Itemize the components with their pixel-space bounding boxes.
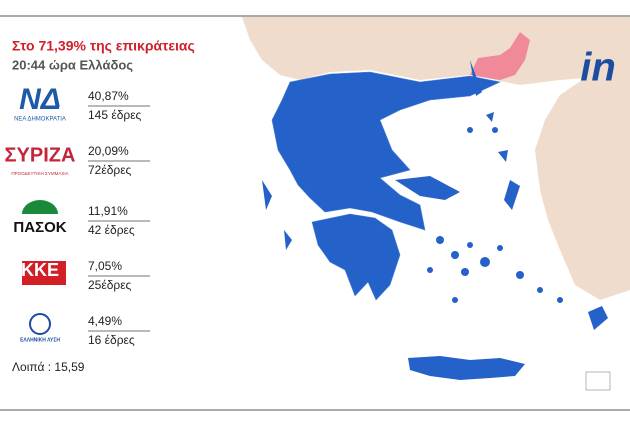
party-logo-sub: ΠΡΟΟΔΕΥΤΙΚΗ ΣΥΜΜΑΧΙΑ (11, 171, 68, 176)
party-percent: 4,49% (88, 314, 122, 328)
map: in (242, 17, 630, 391)
party-logo: ΕΛΛΗΝΙΚΗ ΛΥΣΗ (20, 337, 60, 343)
inset-box (585, 371, 611, 391)
mainland (271, 71, 501, 231)
party-logo-sub: ΝΕΑ ΔΗΜΟΚΡΑΤΙΑ (14, 117, 66, 123)
crete (408, 356, 525, 380)
party-percent: 7,05% (88, 259, 122, 273)
small-islands (427, 127, 563, 303)
party-logo: ΣΥΡΙΖΑ (5, 144, 76, 166)
party-percent: 20,09% (88, 144, 129, 158)
land (242, 17, 630, 300)
logo-sun (22, 200, 58, 214)
logo-emblem (29, 313, 51, 335)
party-seats: 25έδρες (88, 278, 132, 292)
party-logo: ΠΑΣΟΚ (13, 219, 66, 236)
party-percent: 11,91% (88, 204, 128, 218)
region-highlight (470, 32, 530, 80)
brand-logo: in (580, 46, 616, 90)
party-logo: ΚΚΕ (21, 260, 59, 280)
subtitle: 20:44 ώρα Ελλάδος (12, 57, 133, 72)
party-logo: ΝΔ (19, 83, 61, 116)
party-seats: 72έδρες (88, 163, 132, 177)
party-percent: 40,87% (88, 89, 129, 103)
others: Λοιπά : 15,59 (12, 360, 85, 374)
logo-box (22, 261, 66, 285)
title: Στο 71,39% της επικράτειας (12, 38, 195, 54)
party-seats: 16 έδρες (88, 333, 135, 347)
peloponnese (311, 213, 401, 301)
evia (395, 176, 460, 200)
party-seats: 42 έδρες (88, 223, 135, 237)
party-seats: 145 έδρες (88, 108, 142, 122)
